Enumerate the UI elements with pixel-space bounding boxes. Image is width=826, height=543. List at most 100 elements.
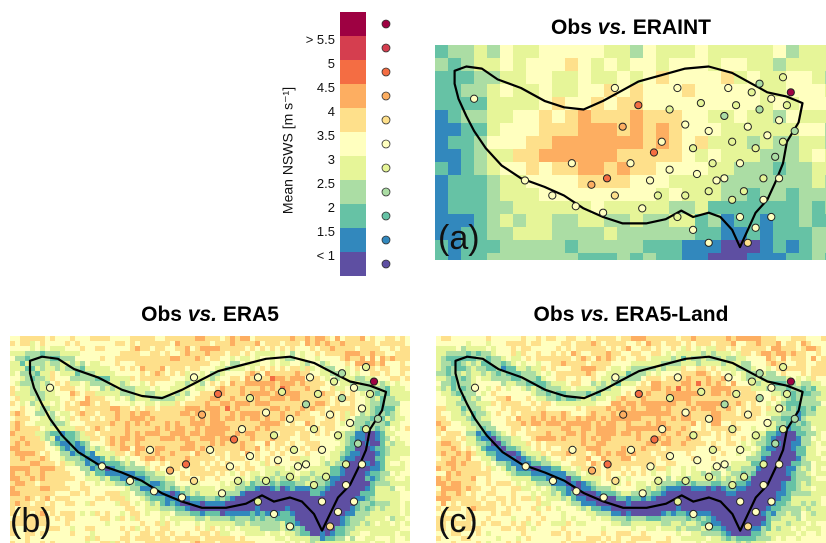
station-marker [774,116,784,125]
station-marker [317,497,327,506]
colorbar-swatch [340,228,366,252]
station-marker [782,389,792,399]
station-marker [704,187,713,196]
station-marker [743,410,753,419]
station-markers [45,362,383,531]
station-marker [665,394,675,403]
station-marker [602,174,612,183]
station-marker [743,522,753,531]
colorbar-marker [381,115,391,125]
station-marker [759,460,768,469]
station-marker [301,460,311,469]
station-marker [681,408,690,417]
station-marker [790,126,799,136]
map-panel-c: (c) [436,336,826,543]
station-marker [736,497,745,506]
station-marker [333,507,343,517]
colorbar-marker [381,19,391,29]
station-marker [728,137,737,146]
station-marker [790,414,799,423]
station-marker [689,431,698,440]
panel-title-b: Obs vs. ERA5 [141,303,279,326]
station-marker [747,88,756,97]
station-marker [704,238,713,247]
station-marker [610,191,619,200]
station-marker [779,362,788,372]
station-marker [650,435,659,444]
station-marker [778,73,788,82]
station-marker [771,152,780,161]
wind-speed-map-a [435,45,826,260]
station-marker [245,451,255,461]
station-marker [548,476,558,485]
station-marker [269,509,279,519]
station-markers [470,362,799,531]
station-marker [97,462,107,471]
station-marker [767,212,776,222]
station-marker [704,522,714,531]
station-marker [704,126,713,136]
station-marker [45,383,55,392]
station-marker [728,195,737,204]
station-marker [145,445,155,454]
station-marker [619,410,628,419]
station-marker [567,159,576,168]
station-marker [313,389,323,399]
station-marker [755,105,764,114]
station-marker [673,212,682,222]
station-marker [305,373,315,382]
station-marker [697,387,706,396]
station-marker [688,225,698,234]
colorbar-swatch [340,84,366,108]
station-marker [321,472,331,481]
station-marker [736,445,745,454]
station-marker [778,137,788,146]
station-marker [277,387,287,396]
station-marker [712,462,721,471]
station-marker [767,383,776,392]
station-marker [743,122,752,131]
station-marker [665,165,674,174]
station-marker [369,377,379,386]
colorbar-marker [381,259,391,269]
station-marker [520,176,530,185]
station-marker [689,509,698,519]
station-marker [325,522,335,531]
station-marker [603,460,612,469]
station-marker [317,445,327,454]
station-marker [225,462,235,471]
colorbar-tick: 3 [327,152,335,167]
station-marker [309,425,319,434]
station-marker [731,101,741,110]
wind-field-grid [10,336,410,543]
colorbar-swatch [340,132,366,156]
panel-label-c: (c) [438,502,478,540]
colorbar-marker [381,235,391,245]
station-marker [245,394,255,403]
colorbar-swatch [340,108,366,132]
station-marker [237,425,247,434]
station-marker [197,410,207,419]
station-marker [361,425,371,434]
station-marker [708,159,717,168]
colorbar-swatch [340,60,366,84]
station-marker [771,439,780,448]
colorbar-marker [381,139,391,149]
station-marker [349,497,359,506]
colorbar-swatch [340,156,366,180]
station-marker [755,394,764,403]
station-marker [325,410,335,419]
station-marker [205,445,215,454]
station-marker [708,445,717,454]
station-marker [587,180,596,189]
station-marker [285,414,295,423]
station-marker [217,489,227,498]
station-marker [337,369,347,378]
station-marker [301,400,311,409]
station-marker [634,389,643,399]
colorbar-swatch [340,204,366,228]
station-marker [361,362,371,372]
station-marker [345,418,355,428]
station-marker [357,460,367,469]
station-marker [735,159,745,168]
